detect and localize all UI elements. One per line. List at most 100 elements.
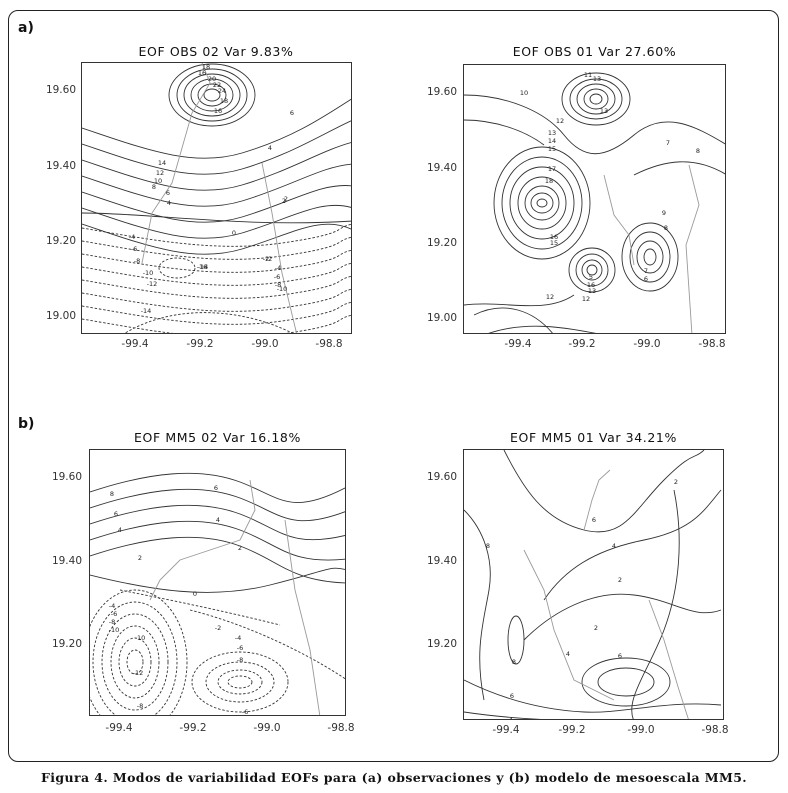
- x-tick-label: -99.0: [633, 338, 661, 350]
- boundary-line: [284, 519, 321, 715]
- contour-line: [90, 472, 345, 503]
- x-tick-label: -99.4: [492, 724, 520, 736]
- panel-title: EOF OBS 01 Var 27.60%: [512, 44, 677, 59]
- contour-label: 18: [220, 97, 228, 105]
- contour-label: 4: [268, 144, 272, 152]
- negative-contour-line: [119, 589, 281, 626]
- contour-line: [90, 504, 345, 541]
- contour-line: [464, 711, 543, 719]
- contour-label: -6: [111, 610, 117, 618]
- contour-ring: [168, 63, 256, 127]
- contour-ring: [517, 176, 567, 230]
- contour-label: 6: [592, 516, 596, 524]
- x-tick-label: -99.4: [105, 722, 133, 734]
- contour-label: 16: [214, 107, 222, 115]
- contour-label: 2: [284, 195, 288, 203]
- contour-ring: [569, 78, 623, 120]
- contour-label: 15: [550, 239, 558, 247]
- contour-label: 14: [548, 137, 556, 145]
- contour-label: -12: [147, 280, 158, 288]
- contour-label: 16: [587, 281, 595, 289]
- contour-label: 6: [644, 275, 648, 283]
- contour-label: -2: [215, 624, 221, 632]
- contour-ring: [643, 248, 657, 266]
- contour-label: 2: [674, 478, 678, 486]
- contour-label: 16: [550, 233, 558, 241]
- x-tick-label: -99.2: [558, 724, 586, 736]
- contour-label: 11: [584, 71, 592, 79]
- contour-label: 17: [548, 165, 556, 173]
- x-tick-label: -98.8: [327, 722, 355, 734]
- contour-ring: [197, 83, 227, 107]
- contour-ring: [509, 166, 575, 240]
- contour-label: 8: [664, 224, 668, 232]
- contour-ring: [205, 661, 275, 703]
- y-tick-label: 19.00: [45, 310, 76, 322]
- section-label-a: a): [18, 20, 34, 36]
- section-label-b: b): [18, 416, 35, 432]
- boundary-line: [523, 549, 615, 701]
- negative-contour-line: [82, 263, 351, 286]
- contour-line: [82, 142, 351, 191]
- contour-line: [90, 567, 345, 593]
- contour-label: 0: [232, 229, 236, 237]
- contour-svg: 8 6 4 2 2 2 4 6 8 6 4: [464, 450, 722, 719]
- contour-line: [543, 489, 722, 601]
- contour-plot: 11 13 10 13 12 13 14 15 17 18 16 15 7 8 9 8 7 6 5 16 13 12 12: [463, 64, 726, 334]
- contour-label: -16: [197, 263, 208, 271]
- contour-ring: [581, 259, 603, 281]
- contour-line: [90, 536, 345, 584]
- y-tick-label: 19.20: [45, 235, 76, 247]
- negative-contour-line: [82, 224, 351, 247]
- contour-label: -4: [235, 634, 241, 642]
- negative-contour-line: [82, 250, 351, 273]
- contour-label: -6: [131, 245, 137, 253]
- contour-ring: [203, 88, 221, 102]
- contour-ring: [501, 156, 583, 250]
- contour-line: [90, 488, 345, 522]
- contour-ring: [530, 192, 554, 214]
- contour-label: 4: [566, 650, 570, 658]
- x-tick-label: -99.2: [179, 722, 207, 734]
- contour-label: 6: [166, 189, 170, 197]
- contour-label: 12: [582, 295, 590, 303]
- x-tick-label: -99.2: [568, 338, 596, 350]
- contour-label: 10: [154, 177, 162, 185]
- contour-label: 4: [216, 516, 220, 524]
- contour-line: [464, 679, 722, 713]
- x-tick-label: -99.2: [186, 338, 214, 350]
- boundary-line: [141, 63, 211, 264]
- boundary-line: [603, 174, 635, 266]
- contour-label: -8: [237, 656, 243, 664]
- y-tick-label: 19.60: [426, 86, 457, 98]
- contour-ring: [158, 257, 196, 279]
- contour-label: 8: [110, 490, 114, 498]
- contour-label: 2: [282, 197, 286, 205]
- contour-label: 22: [213, 81, 221, 89]
- contour-label: 20: [208, 75, 216, 83]
- contour-ring: [575, 253, 609, 287]
- contour-ring: [536, 198, 548, 208]
- contour-ring: [191, 651, 289, 713]
- contour-line: [90, 520, 345, 561]
- boundary-line: [149, 479, 256, 601]
- contour-line: [488, 325, 597, 333]
- y-tick-label: 19.40: [426, 555, 457, 567]
- negative-contour-line: [189, 609, 345, 680]
- contour-line: [82, 163, 351, 207]
- y-tick-label: 19.20: [426, 638, 457, 650]
- y-tick-label: 19.40: [426, 162, 457, 174]
- contour-label: 4: [118, 526, 122, 534]
- contour-label: -6: [274, 273, 280, 281]
- negative-contour-line: [82, 276, 351, 299]
- contour-ring: [183, 73, 241, 117]
- y-tick-label: 19.60: [426, 471, 457, 483]
- contour-label: -2: [263, 255, 269, 263]
- contour-ring: [227, 675, 253, 689]
- contour-label: 9: [662, 209, 666, 217]
- contour-ring: [581, 657, 671, 707]
- contour-ring: [190, 78, 234, 112]
- contour-ring: [621, 222, 679, 292]
